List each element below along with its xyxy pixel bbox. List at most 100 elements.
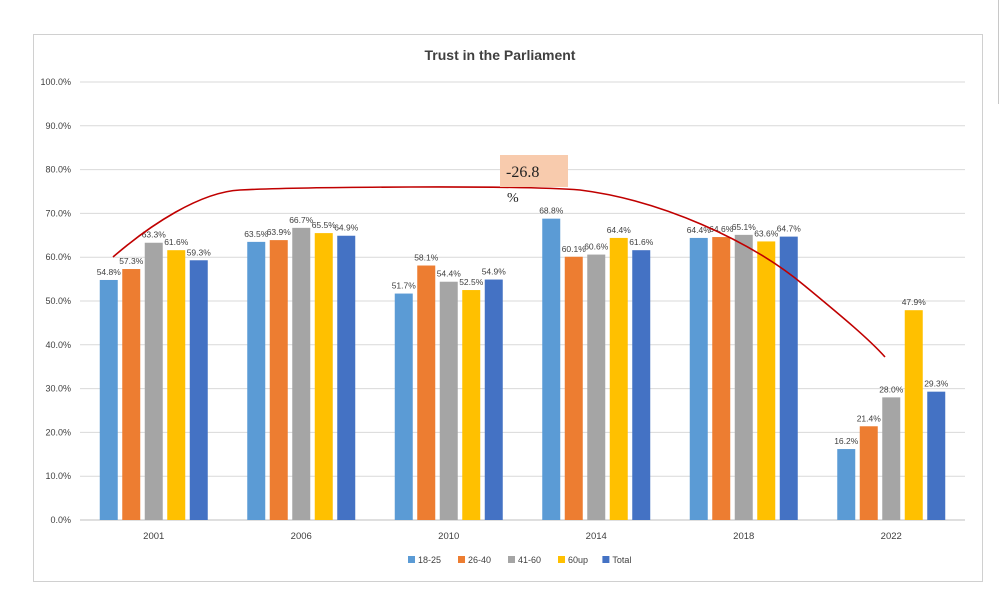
x-tick-label: 2006 bbox=[291, 531, 312, 542]
edge-divider bbox=[998, 0, 999, 104]
x-tick-label: 2018 bbox=[733, 531, 754, 542]
data-label: 63.6% bbox=[754, 228, 779, 238]
data-label: 61.6% bbox=[629, 237, 654, 247]
annotation-percent-sign: % bbox=[507, 191, 519, 206]
y-tick-label: 60.0% bbox=[45, 252, 71, 262]
data-label: 63.5% bbox=[244, 229, 269, 239]
bar bbox=[689, 237, 708, 521]
data-label: 28.0% bbox=[879, 384, 904, 394]
bar bbox=[247, 241, 266, 520]
bar bbox=[462, 290, 481, 520]
legend-label: 41-60 bbox=[518, 555, 541, 565]
bar bbox=[269, 240, 288, 521]
data-label: 60.1% bbox=[562, 244, 587, 254]
legend-swatch bbox=[458, 556, 465, 563]
annotation-box bbox=[500, 155, 568, 187]
legend-label: 18-25 bbox=[418, 555, 441, 565]
bar bbox=[757, 241, 776, 520]
y-tick-label: 50.0% bbox=[45, 296, 71, 306]
data-label: 66.7% bbox=[289, 215, 314, 225]
y-tick-label: 10.0% bbox=[45, 471, 71, 481]
bar bbox=[292, 227, 311, 520]
data-label: 54.9% bbox=[482, 267, 507, 277]
legend-swatch bbox=[602, 556, 610, 563]
annotation-value: -26.8 bbox=[506, 164, 539, 181]
data-label: 68.8% bbox=[539, 206, 564, 216]
data-label: 64.9% bbox=[334, 223, 359, 233]
y-tick-label: 20.0% bbox=[45, 427, 71, 437]
bar bbox=[167, 250, 186, 520]
data-label: 29.3% bbox=[924, 379, 949, 389]
data-label: 63.3% bbox=[142, 230, 167, 240]
data-label: 60.6% bbox=[584, 242, 609, 252]
gridlines bbox=[80, 81, 965, 521]
bar bbox=[122, 269, 141, 520]
data-label: 61.6% bbox=[164, 237, 189, 247]
bar bbox=[542, 218, 561, 520]
data-label: 59.3% bbox=[187, 247, 212, 257]
data-labels: 54.8%57.3%63.3%61.6%59.3%63.5%63.9%66.7%… bbox=[97, 206, 949, 446]
x-axis: 2001 2006 2010 2014 2018 2022 bbox=[143, 531, 902, 542]
y-tick-label: 40.0% bbox=[45, 340, 71, 350]
data-label: 64.4% bbox=[607, 225, 632, 235]
chart-title: Trust in the Parliament bbox=[425, 47, 576, 63]
bar bbox=[394, 293, 413, 520]
y-tick-label: 90.0% bbox=[45, 121, 71, 131]
data-label: 57.3% bbox=[119, 256, 144, 266]
x-tick-label: 2001 bbox=[143, 531, 164, 542]
bar bbox=[882, 397, 901, 520]
bar bbox=[609, 237, 628, 521]
data-label: 54.4% bbox=[437, 269, 462, 279]
bar bbox=[632, 250, 651, 520]
legend-swatch bbox=[558, 556, 565, 563]
x-tick-label: 2022 bbox=[881, 531, 902, 542]
data-label: 21.4% bbox=[857, 413, 882, 423]
bar bbox=[337, 235, 356, 520]
bar bbox=[587, 254, 606, 520]
y-tick-label: 80.0% bbox=[45, 165, 71, 175]
legend: 18-25 26-40 41-60 60up Total bbox=[408, 555, 631, 565]
data-label: 16.2% bbox=[834, 436, 859, 446]
y-axis: 0.0% 10.0% 20.0% 30.0% 40.0% 50.0% 60.0% 70.0% 8… bbox=[40, 77, 71, 525]
y-tick-label: 0.0% bbox=[50, 515, 71, 525]
x-tick-label: 2010 bbox=[438, 531, 459, 542]
data-label: 47.9% bbox=[902, 297, 927, 307]
legend-label: 26-40 bbox=[468, 555, 491, 565]
bar bbox=[904, 310, 923, 520]
data-label: 63.9% bbox=[267, 227, 292, 237]
data-label: 58.1% bbox=[414, 253, 439, 263]
bar bbox=[189, 260, 208, 520]
bar bbox=[144, 242, 163, 520]
y-tick-label: 100.0% bbox=[40, 77, 71, 87]
legend-label: 60up bbox=[568, 555, 588, 565]
y-tick-label: 30.0% bbox=[45, 384, 71, 394]
bar bbox=[417, 265, 436, 520]
annotation: -26.8 % bbox=[112, 155, 886, 358]
bar bbox=[712, 237, 731, 520]
bars bbox=[99, 218, 946, 521]
trend-curve bbox=[112, 186, 886, 358]
data-label: 64.4% bbox=[687, 225, 712, 235]
data-label: 54.8% bbox=[97, 267, 122, 277]
x-tick-label: 2014 bbox=[586, 531, 607, 542]
data-label: 65.5% bbox=[312, 220, 337, 230]
data-label: 65.1% bbox=[732, 222, 757, 232]
bar bbox=[484, 279, 503, 520]
legend-label: Total bbox=[612, 555, 631, 565]
bar bbox=[859, 426, 878, 520]
y-tick-label: 70.0% bbox=[45, 208, 71, 218]
bar bbox=[99, 279, 118, 520]
bar bbox=[439, 281, 458, 520]
data-label: 64.6% bbox=[709, 224, 734, 234]
bar bbox=[564, 256, 583, 520]
data-label: 51.7% bbox=[392, 281, 417, 291]
bar bbox=[779, 236, 798, 520]
bar bbox=[734, 234, 753, 520]
bar bbox=[314, 233, 333, 521]
legend-swatch bbox=[508, 556, 515, 563]
bar bbox=[927, 391, 946, 520]
bar bbox=[837, 449, 856, 520]
legend-swatch bbox=[408, 556, 415, 563]
data-label: 64.7% bbox=[777, 224, 802, 234]
